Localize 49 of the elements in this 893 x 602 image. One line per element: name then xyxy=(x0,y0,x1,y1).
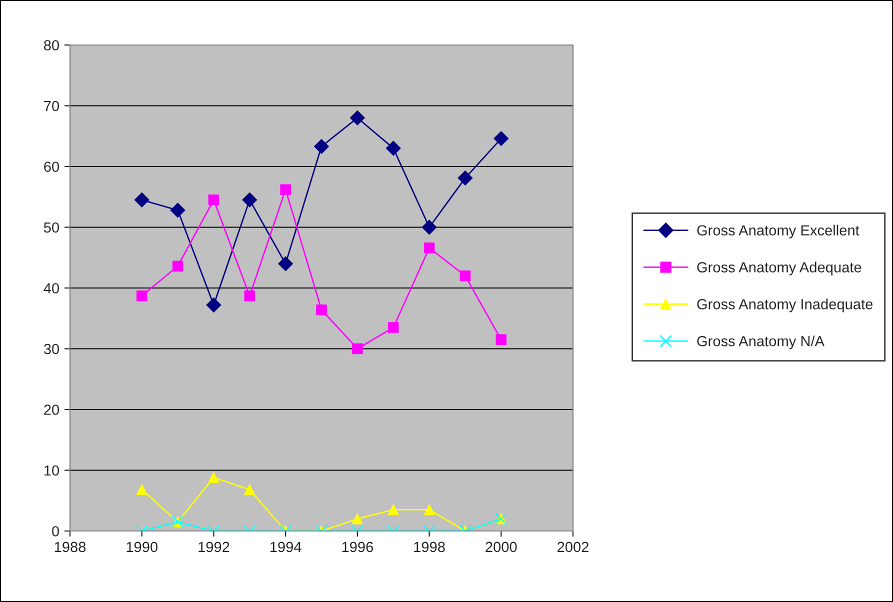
point xyxy=(134,192,150,208)
y-tick-label: 80 xyxy=(44,40,60,50)
point xyxy=(244,484,256,496)
point xyxy=(136,290,148,302)
x-tick-label: 2002 xyxy=(558,542,588,552)
x-tick-label: 2000 xyxy=(486,542,517,552)
point xyxy=(244,290,256,302)
point xyxy=(422,220,437,235)
x-tick-label: 1992 xyxy=(198,542,230,552)
point xyxy=(278,256,293,272)
point xyxy=(136,484,148,496)
legend-label: Gross Anatomy N/A xyxy=(697,336,824,350)
point xyxy=(494,131,509,146)
x-tick-label: 1998 xyxy=(414,542,445,552)
y-tick-label: 60 xyxy=(44,162,60,172)
point xyxy=(388,504,399,516)
y-tick-label: 40 xyxy=(44,283,60,294)
y-tick-label: 0 xyxy=(52,526,60,536)
point xyxy=(172,260,184,272)
point xyxy=(280,184,291,195)
point xyxy=(170,202,186,218)
point xyxy=(458,170,473,186)
x-tick-label: 1988 xyxy=(54,542,86,552)
point xyxy=(352,513,363,524)
legend-label: Gross Anatomy Adequate xyxy=(697,262,862,276)
point xyxy=(206,298,222,312)
y-tick-label: 30 xyxy=(44,344,60,354)
point xyxy=(350,110,365,126)
point xyxy=(316,304,327,316)
point xyxy=(388,322,399,333)
legend-label: Gross Anatomy Inadequate xyxy=(697,298,873,312)
y-tick-label: 10 xyxy=(44,465,60,476)
y-tick-label: 20 xyxy=(44,404,60,415)
point xyxy=(242,192,258,208)
point xyxy=(424,242,435,254)
point xyxy=(208,194,220,206)
y-tick-label: 70 xyxy=(44,100,60,112)
point xyxy=(424,504,435,516)
point xyxy=(496,334,507,346)
point xyxy=(208,472,220,483)
point xyxy=(460,270,471,282)
x-tick-label: 1994 xyxy=(270,542,302,552)
x-tick-label: 1990 xyxy=(126,542,158,552)
point xyxy=(314,139,329,154)
x-tick-label: 1996 xyxy=(342,542,374,552)
legend-label: Gross Anatomy Excellent xyxy=(697,224,860,238)
point xyxy=(352,343,363,354)
point xyxy=(386,140,401,156)
y-tick-label: 50 xyxy=(44,222,60,233)
